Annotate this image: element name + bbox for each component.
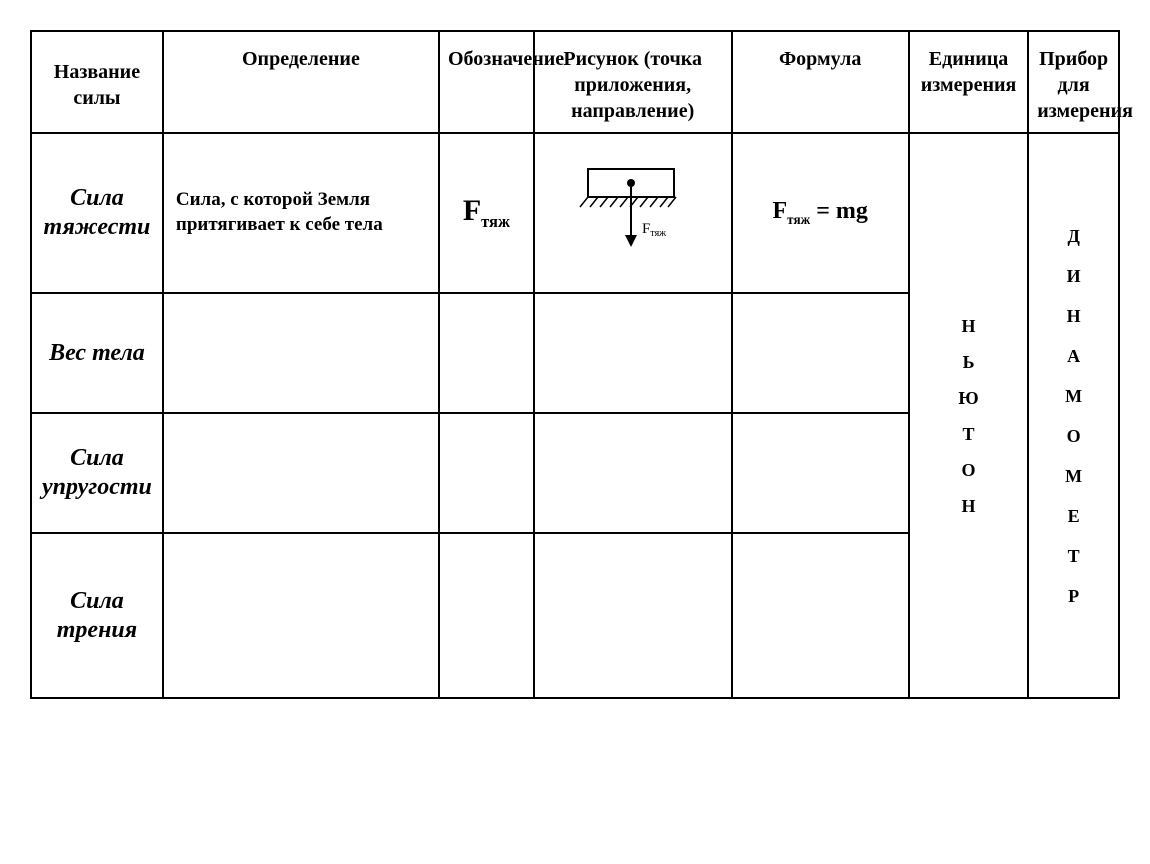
formula-text-after: = mg [810,198,868,224]
force-definition [163,533,439,698]
force-symbol [439,413,534,533]
header-name: Название силы [31,31,163,133]
device-letter: М [1065,387,1082,405]
symbol-main: F [463,194,481,227]
force-figure [534,533,732,698]
force-figure: Fтяж [534,133,732,293]
force-name: Вес тела [31,293,163,413]
device-letter: Р [1068,587,1079,605]
device-letter: И [1067,267,1081,285]
formula-text-before: F [773,198,788,224]
device-letter: Н [1067,307,1081,325]
force-symbol [439,293,534,413]
header-unit: Единица измерения [909,31,1029,133]
force-name: Сила тяжести [31,133,163,293]
device-letter: Д [1067,227,1079,245]
force-formula [732,413,909,533]
force-name: Сила трения [31,533,163,698]
unit-letter: О [962,461,976,479]
header-row: Название силы Определение Обозначение Ри… [31,31,1119,133]
device-letter: Т [1068,547,1080,565]
force-figure [534,293,732,413]
header-definition: Определение [163,31,439,133]
gravity-diagram-icon: Fтяж [558,161,708,261]
formula-sub: тяж [787,212,810,227]
force-definition: Сила, с которой Земля притягивает к себе… [163,133,439,293]
header-device: Прибор для измерения [1028,31,1119,133]
force-formula [732,293,909,413]
header-figure: Рисунок (точка приложения, направление) [534,31,732,133]
symbol-sub: тяж [481,212,510,231]
force-definition [163,293,439,413]
device-cell: Д И Н А М О М Е Т Р [1028,133,1119,698]
force-formula: Fтяж = mg [732,133,909,293]
unit-cell: НЬЮТОН [909,133,1029,698]
unit-vertical-text: НЬЮТОН [918,317,1020,515]
unit-letter: Ь [963,353,975,371]
unit-letter: Ю [958,389,978,407]
header-formula: Формула [732,31,909,133]
force-name: Сила упругости [31,413,163,533]
figure-label: Fтяж [642,221,666,239]
device-letter: А [1067,347,1080,365]
device-letter: О [1067,427,1081,445]
unit-letter: Н [962,317,976,335]
forces-table: Название силы Определение Обозначение Ри… [30,30,1120,699]
table-row: Сила тяжести Сила, с которой Земля притя… [31,133,1119,293]
device-vertical-text: Д И Н А М О М Е Т Р [1037,227,1110,605]
device-letter: М [1065,467,1082,485]
force-formula [732,533,909,698]
force-symbol: Fтяж [439,133,534,293]
unit-letter: Т [963,425,975,443]
header-symbol: Обозначение [439,31,534,133]
force-figure [534,413,732,533]
force-symbol [439,533,534,698]
force-definition [163,413,439,533]
device-letter: Е [1068,507,1080,525]
unit-letter: Н [962,497,976,515]
